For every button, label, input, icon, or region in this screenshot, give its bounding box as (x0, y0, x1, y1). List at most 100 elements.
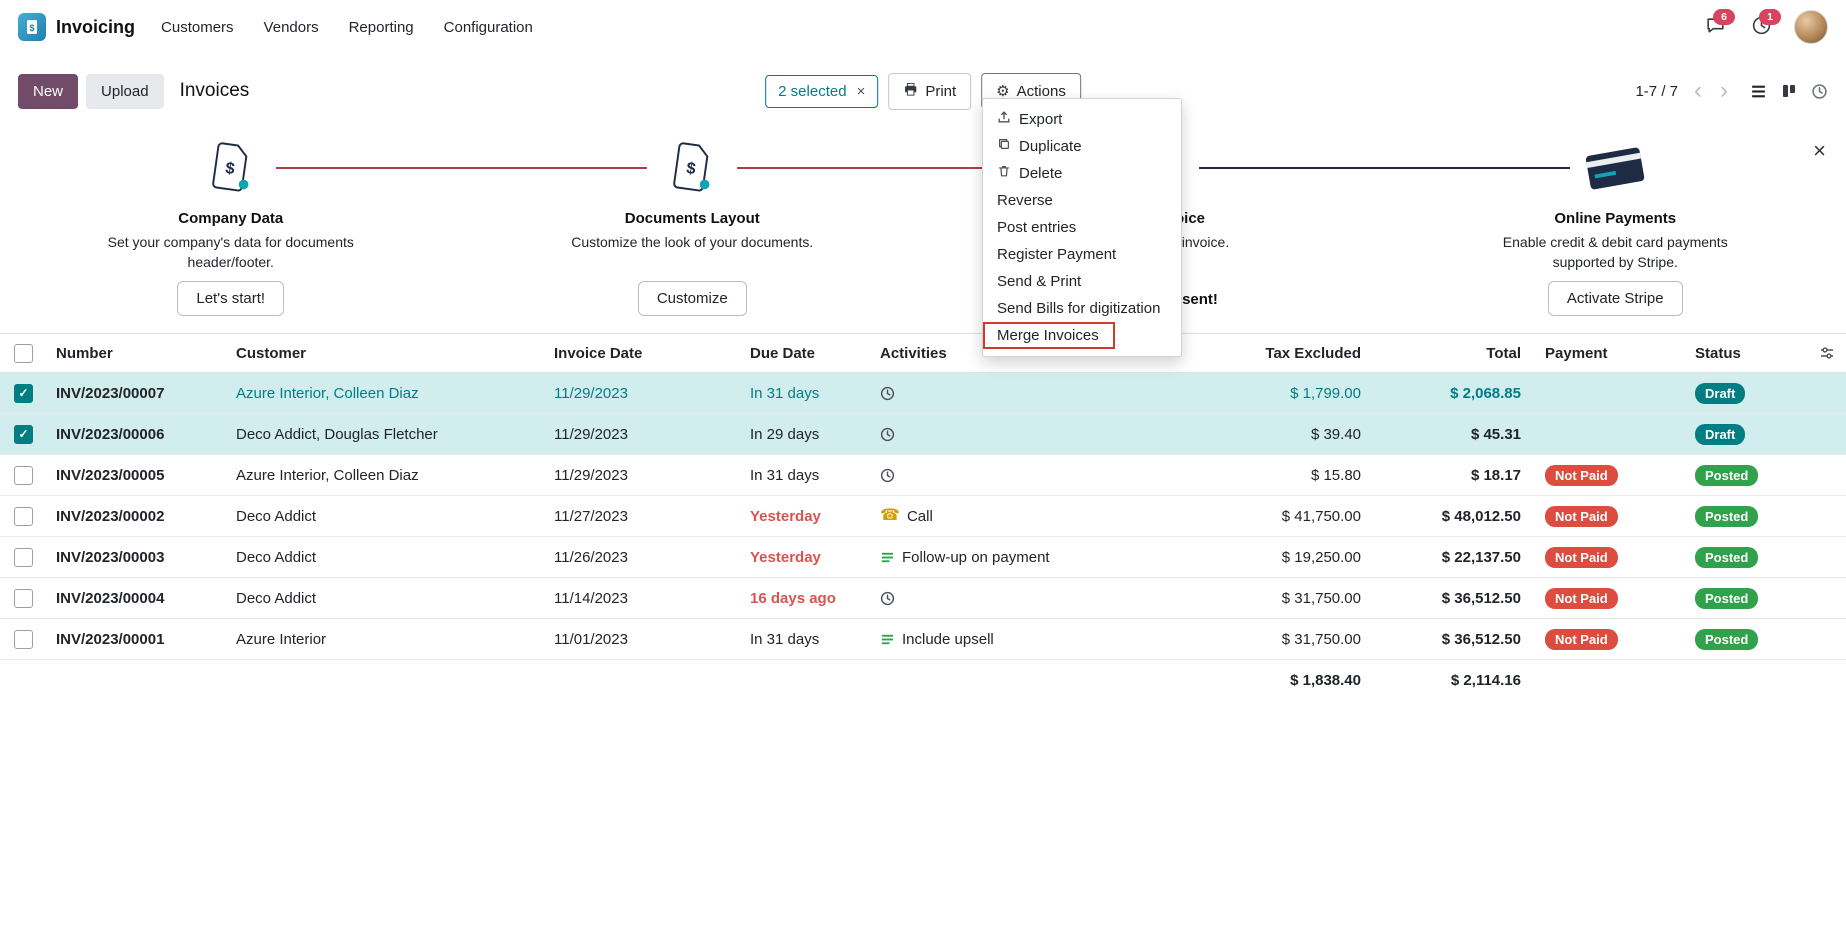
total-amount: $ 36,512.50 (1441, 589, 1521, 607)
menu-item-send-and-print[interactable]: Send & Print (983, 268, 1181, 295)
optional-columns-button[interactable] (1808, 345, 1846, 361)
menu-reporting[interactable]: Reporting (348, 18, 414, 36)
table-row[interactable]: INV/2023/00005 Azure Interior, Colleen D… (0, 455, 1846, 496)
customer-name: Deco Addict, Douglas Fletcher (236, 425, 438, 443)
onboarding-connector-red (737, 167, 1109, 169)
app-menu-button[interactable]: $ Invoicing (18, 13, 135, 41)
due-date: In 29 days (750, 425, 820, 443)
control-panel: New Upload Invoices 2 selected × Print ⚙… (0, 54, 1846, 128)
tasks-activity-icon[interactable]: Include upsell (880, 631, 1146, 648)
table-row[interactable]: INV/2023/00004 Deco Addict 11/14/2023 16… (0, 578, 1846, 619)
clock-activity-icon[interactable] (880, 591, 1146, 606)
header-total[interactable]: Total (1486, 344, 1521, 362)
menu-item-register-payment[interactable]: Register Payment (983, 241, 1181, 268)
row-checkbox[interactable] (14, 629, 33, 649)
document-pen-icon: $ (200, 132, 262, 204)
menu-item-label: Duplicate (1019, 138, 1082, 155)
new-button[interactable]: New (18, 73, 79, 109)
list-view-button[interactable] (1750, 83, 1767, 100)
menu-item-post-entries[interactable]: Post entries (983, 214, 1181, 241)
total-amount: $ 48,012.50 (1441, 507, 1521, 525)
activity-label: Call (906, 507, 933, 525)
menu-item-delete[interactable]: Delete (983, 160, 1181, 187)
menu-configuration[interactable]: Configuration (443, 18, 533, 36)
table-row[interactable]: INV/2023/00006 Deco Addict, Douglas Flet… (0, 414, 1846, 455)
tax-excluded-amount: $ 1,799.00 (1290, 384, 1361, 402)
lets-start-button[interactable]: Let's start! (177, 281, 285, 316)
due-date-overdue: Yesterday (750, 548, 821, 566)
pager-previous-button[interactable]: ‹ (1694, 77, 1702, 104)
table-row[interactable]: INV/2023/00007 Azure Interior, Colleen D… (0, 373, 1846, 414)
due-date: In 31 days (750, 466, 820, 484)
header-customer[interactable]: Customer (236, 344, 307, 362)
clear-selection-button[interactable]: × (856, 82, 866, 100)
menu-item-reverse[interactable]: Reverse (983, 187, 1181, 214)
pager-and-views: 1-7 / 7 ‹ › (1635, 79, 1828, 103)
invoice-number: INV/2023/00004 (56, 589, 165, 607)
clock-activity-icon[interactable] (880, 386, 1146, 401)
main-menu: Customers Vendors Reporting Configuratio… (161, 19, 533, 36)
header-tax-excluded[interactable]: Tax Excluded (1265, 344, 1361, 362)
status-badge: Posted (1695, 628, 1759, 650)
menu-item-duplicate[interactable]: Duplicate (983, 133, 1181, 160)
row-checkbox[interactable] (14, 588, 33, 608)
menu-item-merge-invoices[interactable]: Merge Invoices (983, 322, 1115, 349)
payment-badge: Not Paid (1545, 587, 1618, 609)
row-checkbox[interactable] (14, 424, 33, 444)
pager-next-button[interactable]: › (1720, 77, 1728, 104)
menu-vendors[interactable]: Vendors (263, 18, 319, 36)
menu-item-label: Send Bills for digitization (997, 300, 1161, 317)
row-checkbox[interactable] (14, 547, 33, 567)
invoice-number: INV/2023/00005 (56, 466, 165, 484)
invoice-number: INV/2023/00006 (56, 425, 165, 443)
onboarding-banner: × $ Company Data Set your company's data… (0, 128, 1846, 334)
activities-button[interactable]: 1 (1748, 9, 1781, 40)
row-checkbox[interactable] (14, 465, 33, 485)
clock-activity-icon[interactable] (880, 468, 1146, 483)
header-status[interactable]: Status (1695, 344, 1741, 362)
header-payment[interactable]: Payment (1545, 344, 1608, 362)
tasks-activity-icon[interactable]: Follow-up on payment (880, 549, 1146, 566)
customer-name: Deco Addict (236, 548, 317, 566)
messages-badge: 6 (1713, 9, 1735, 25)
header-invoice-date[interactable]: Invoice Date (554, 344, 643, 362)
actions-dropdown: Export Duplicate Delete Reverse Post ent… (982, 98, 1182, 357)
print-label: Print (925, 82, 957, 100)
menu-item-export[interactable]: Export (983, 106, 1181, 133)
onboarding-connector-red (276, 167, 647, 169)
status-badge: Draft (1695, 423, 1746, 445)
tax-excluded-amount: $ 41,750.00 (1281, 507, 1361, 525)
print-button[interactable]: Print (888, 72, 972, 110)
table-row[interactable]: INV/2023/00003 Deco Addict 11/26/2023 Ye… (0, 537, 1846, 578)
clock-activity-icon[interactable] (880, 427, 1146, 442)
messages-button[interactable]: 6 (1702, 9, 1735, 40)
upload-button[interactable]: Upload (86, 73, 164, 109)
header-activities[interactable]: Activities (880, 344, 947, 362)
step-title: Online Payments (1554, 210, 1677, 227)
activity-label: Follow-up on payment (902, 548, 1050, 566)
payment-badge: Not Paid (1545, 546, 1618, 568)
onboarding-step-company-data: $ Company Data Set your company's data f… (0, 128, 462, 333)
credit-card-icon (1580, 132, 1650, 204)
kanban-view-button[interactable] (1781, 83, 1797, 99)
menu-customers[interactable]: Customers (161, 18, 234, 36)
menu-item-label: Post entries (997, 219, 1077, 236)
activate-stripe-button[interactable]: Activate Stripe (1547, 281, 1683, 316)
table-row[interactable]: INV/2023/00001 Azure Interior 11/01/2023… (0, 619, 1846, 660)
row-checkbox[interactable] (14, 383, 33, 403)
payment-badge: Not Paid (1545, 628, 1618, 650)
onboarding-close-button[interactable]: × (1813, 138, 1826, 163)
activity-view-button[interactable] (1811, 83, 1828, 100)
header-due-date[interactable]: Due Date (750, 344, 816, 362)
customize-button[interactable]: Customize (637, 281, 747, 316)
select-all-checkbox[interactable] (14, 343, 33, 363)
header-number[interactable]: Number (56, 344, 113, 362)
invoice-number: INV/2023/00007 (56, 384, 165, 402)
tax-excluded-amount: $ 31,750.00 (1281, 589, 1361, 607)
phone-activity-icon[interactable]: ☎ Call (880, 508, 1146, 525)
status-badge: Draft (1695, 382, 1746, 404)
user-avatar[interactable] (1794, 10, 1828, 44)
table-row[interactable]: INV/2023/00002 Deco Addict 11/27/2023 Ye… (0, 496, 1846, 537)
menu-item-send-bills-digitization[interactable]: Send Bills for digitization (983, 295, 1181, 322)
row-checkbox[interactable] (14, 506, 33, 526)
